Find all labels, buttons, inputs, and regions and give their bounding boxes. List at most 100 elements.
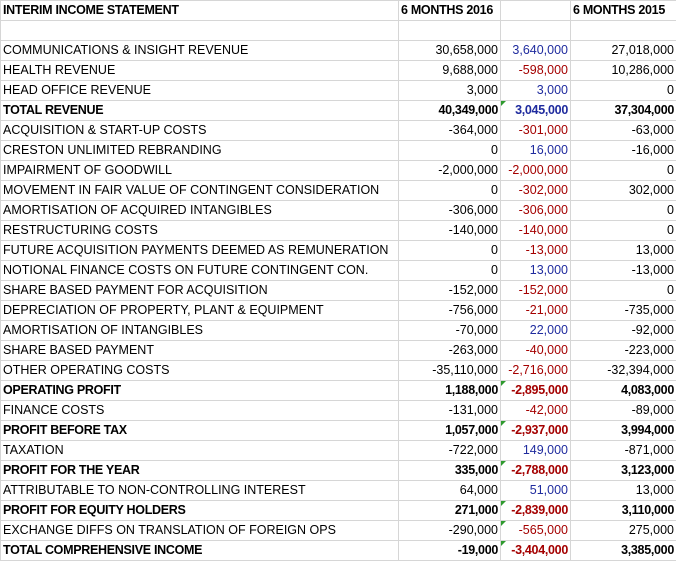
value-2015-cell[interactable]: 37,304,000 (570, 100, 676, 121)
value-2015-cell[interactable]: -735,000 (570, 300, 676, 321)
row-label[interactable]: SHARE BASED PAYMENT (0, 340, 399, 361)
row-label[interactable]: CRESTON UNLIMITED REBRANDING (0, 140, 399, 161)
column-header-variance[interactable] (500, 0, 571, 21)
row-label[interactable]: ATTRIBUTABLE TO NON-CONTROLLING INTEREST (0, 480, 399, 501)
value-2016-cell[interactable]: 335,000 (398, 460, 501, 481)
row-label[interactable]: HEAD OFFICE REVENUE (0, 80, 399, 101)
variance-cell[interactable]: -565,000 (500, 520, 571, 541)
value-2016-cell[interactable]: 271,000 (398, 500, 501, 521)
variance-cell[interactable]: -2,716,000 (500, 360, 571, 381)
row-label[interactable]: MOVEMENT IN FAIR VALUE OF CONTINGENT CON… (0, 180, 399, 201)
row-label[interactable]: COMMUNICATIONS & INSIGHT REVENUE (0, 40, 399, 61)
value-2015-cell[interactable]: 0 (570, 280, 676, 301)
variance-cell[interactable]: -306,000 (500, 200, 571, 221)
row-label[interactable]: FINANCE COSTS (0, 400, 399, 421)
row-label[interactable]: DEPRECIATION OF PROPERTY, PLANT & EQUIPM… (0, 300, 399, 321)
variance-cell[interactable] (500, 20, 571, 41)
value-2015-cell[interactable]: -92,000 (570, 320, 676, 341)
value-2015-cell[interactable]: 27,018,000 (570, 40, 676, 61)
value-2015-cell[interactable]: -16,000 (570, 140, 676, 161)
value-2015-cell[interactable]: 0 (570, 220, 676, 241)
column-header-2016[interactable]: 6 MONTHS 2016 (398, 0, 501, 21)
value-2016-cell[interactable]: 1,188,000 (398, 380, 501, 401)
row-label[interactable]: FUTURE ACQUISITION PAYMENTS DEEMED AS RE… (0, 240, 399, 261)
value-2015-cell[interactable]: -223,000 (570, 340, 676, 361)
value-2016-cell[interactable]: 40,349,000 (398, 100, 501, 121)
variance-cell[interactable]: 3,045,000 (500, 100, 571, 121)
variance-cell[interactable]: -2,839,000 (500, 500, 571, 521)
variance-cell[interactable]: 149,000 (500, 440, 571, 461)
row-label[interactable]: TOTAL REVENUE (0, 100, 399, 121)
row-label[interactable]: PROFIT FOR EQUITY HOLDERS (0, 500, 399, 521)
value-2016-cell[interactable]: -35,110,000 (398, 360, 501, 381)
row-label[interactable]: TAXATION (0, 440, 399, 461)
variance-cell[interactable]: -302,000 (500, 180, 571, 201)
value-2015-cell[interactable]: 13,000 (570, 240, 676, 261)
variance-cell[interactable]: -42,000 (500, 400, 571, 421)
variance-cell[interactable]: 16,000 (500, 140, 571, 161)
variance-cell[interactable]: -40,000 (500, 340, 571, 361)
row-label[interactable]: RESTRUCTURING COSTS (0, 220, 399, 241)
row-label[interactable]: IMPAIRMENT OF GOODWILL (0, 160, 399, 181)
value-2015-cell[interactable]: 3,123,000 (570, 460, 676, 481)
value-2016-cell[interactable]: -306,000 (398, 200, 501, 221)
variance-cell[interactable]: -140,000 (500, 220, 571, 241)
row-label[interactable]: NOTIONAL FINANCE COSTS ON FUTURE CONTING… (0, 260, 399, 281)
value-2015-cell[interactable]: 0 (570, 80, 676, 101)
variance-cell[interactable]: 22,000 (500, 320, 571, 341)
row-label[interactable]: SHARE BASED PAYMENT FOR ACQUISITION (0, 280, 399, 301)
variance-cell[interactable]: -2,000,000 (500, 160, 571, 181)
row-label[interactable]: ACQUISITION & START-UP COSTS (0, 120, 399, 141)
variance-cell[interactable]: -2,937,000 (500, 420, 571, 441)
value-2016-cell[interactable]: -2,000,000 (398, 160, 501, 181)
variance-cell[interactable]: -152,000 (500, 280, 571, 301)
variance-cell[interactable]: -598,000 (500, 60, 571, 81)
variance-cell[interactable]: 51,000 (500, 480, 571, 501)
variance-cell[interactable]: -21,000 (500, 300, 571, 321)
statement-title[interactable]: INTERIM INCOME STATEMENT (0, 0, 399, 21)
value-2016-cell[interactable]: -364,000 (398, 120, 501, 141)
row-label[interactable]: PROFIT BEFORE TAX (0, 420, 399, 441)
value-2016-cell[interactable]: -140,000 (398, 220, 501, 241)
value-2016-cell[interactable]: -722,000 (398, 440, 501, 461)
row-label[interactable]: AMORTISATION OF INTANGIBLES (0, 320, 399, 341)
value-2015-cell[interactable]: -32,394,000 (570, 360, 676, 381)
value-2015-cell[interactable]: 4,083,000 (570, 380, 676, 401)
value-2016-cell[interactable]: -263,000 (398, 340, 501, 361)
row-label[interactable]: TOTAL COMPREHENSIVE INCOME (0, 540, 399, 561)
variance-cell[interactable]: -2,895,000 (500, 380, 571, 401)
value-2016-cell[interactable]: -756,000 (398, 300, 501, 321)
value-2016-cell[interactable]: 64,000 (398, 480, 501, 501)
value-2016-cell[interactable]: -290,000 (398, 520, 501, 541)
value-2015-cell[interactable]: 3,385,000 (570, 540, 676, 561)
variance-cell[interactable]: 13,000 (500, 260, 571, 281)
value-2016-cell[interactable]: 30,658,000 (398, 40, 501, 61)
value-2015-cell[interactable]: -13,000 (570, 260, 676, 281)
row-label[interactable]: EXCHANGE DIFFS ON TRANSLATION OF FOREIGN… (0, 520, 399, 541)
row-label[interactable]: AMORTISATION OF ACQUIRED INTANGIBLES (0, 200, 399, 221)
value-2016-cell[interactable]: 3,000 (398, 80, 501, 101)
variance-cell[interactable]: 3,000 (500, 80, 571, 101)
variance-cell[interactable]: -3,404,000 (500, 540, 571, 561)
value-2016-cell[interactable]: 0 (398, 240, 501, 261)
row-label[interactable]: PROFIT FOR THE YEAR (0, 460, 399, 481)
value-2016-cell[interactable]: 0 (398, 140, 501, 161)
variance-cell[interactable]: -13,000 (500, 240, 571, 261)
value-2016-cell[interactable]: 1,057,000 (398, 420, 501, 441)
value-2015-cell[interactable]: -89,000 (570, 400, 676, 421)
value-2016-cell[interactable]: -19,000 (398, 540, 501, 561)
value-2015-cell[interactable]: 10,286,000 (570, 60, 676, 81)
variance-cell[interactable]: -301,000 (500, 120, 571, 141)
value-2015-cell[interactable]: 0 (570, 160, 676, 181)
value-2015-cell[interactable]: 3,110,000 (570, 500, 676, 521)
value-2016-cell[interactable]: -70,000 (398, 320, 501, 341)
value-2015-cell[interactable]: 13,000 (570, 480, 676, 501)
value-2016-cell[interactable]: 9,688,000 (398, 60, 501, 81)
value-2015-cell[interactable] (570, 20, 676, 41)
variance-cell[interactable]: 3,640,000 (500, 40, 571, 61)
value-2016-cell[interactable]: -131,000 (398, 400, 501, 421)
column-header-2015[interactable]: 6 MONTHS 2015 (570, 0, 676, 21)
value-2016-cell[interactable]: 0 (398, 260, 501, 281)
variance-cell[interactable]: -2,788,000 (500, 460, 571, 481)
value-2015-cell[interactable]: 275,000 (570, 520, 676, 541)
